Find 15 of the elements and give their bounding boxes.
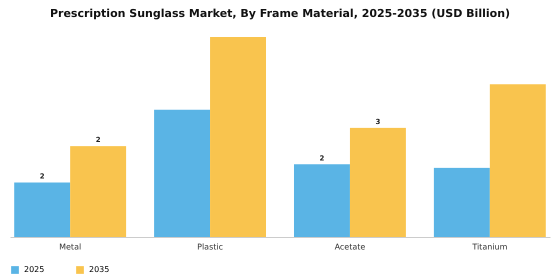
bar xyxy=(210,37,266,237)
bar xyxy=(14,182,70,237)
x-tick-label: Metal xyxy=(59,242,82,252)
legend-label: 2035 xyxy=(89,265,110,274)
x-tick-label: Acetate xyxy=(334,242,366,252)
bar xyxy=(154,110,210,237)
x-tick-label: Plastic xyxy=(197,242,223,252)
bar xyxy=(490,84,546,237)
x-tick-label: Titanium xyxy=(471,242,508,252)
bar xyxy=(350,128,406,237)
legend-label: 2025 xyxy=(24,265,44,274)
bar xyxy=(70,146,126,237)
bar xyxy=(294,164,350,237)
chart-title: Prescription Sunglass Market, By Frame Material, 2025-2035 (USD Billion) xyxy=(50,7,510,20)
bar xyxy=(434,168,490,237)
